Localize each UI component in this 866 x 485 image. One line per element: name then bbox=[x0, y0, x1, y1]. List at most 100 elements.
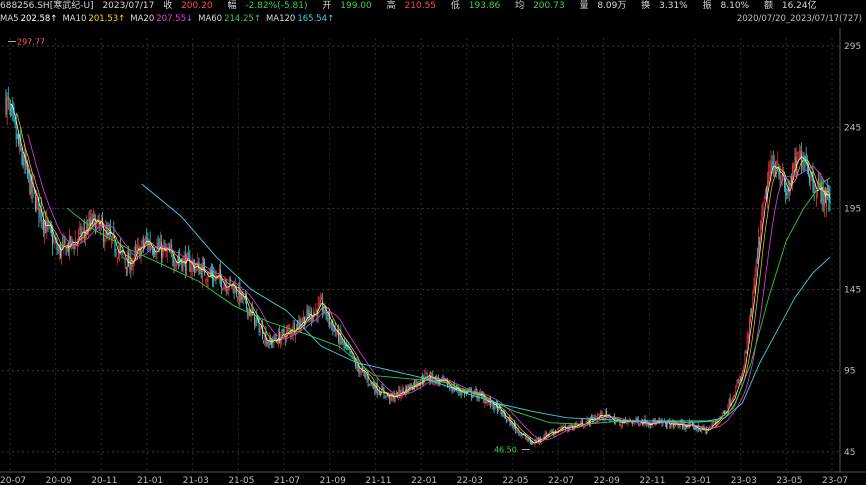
candle-body bbox=[518, 431, 520, 436]
candle-body bbox=[686, 426, 688, 428]
candle bbox=[526, 436, 528, 443]
candle bbox=[392, 391, 394, 403]
candle-body bbox=[33, 188, 35, 192]
candle-body bbox=[621, 422, 623, 427]
candle-body bbox=[763, 200, 765, 203]
candle bbox=[756, 247, 758, 264]
candle-body bbox=[45, 220, 47, 233]
candle bbox=[53, 230, 55, 244]
candle-body bbox=[347, 347, 349, 349]
candle-body bbox=[282, 329, 284, 331]
candle-body bbox=[441, 377, 443, 379]
candle-body bbox=[176, 259, 178, 261]
candle-body bbox=[550, 430, 552, 433]
candle-body bbox=[312, 317, 313, 319]
candle-body bbox=[260, 327, 262, 330]
candle-body bbox=[127, 256, 128, 273]
candle bbox=[203, 256, 204, 272]
candle-body bbox=[113, 230, 115, 236]
candle-body bbox=[246, 295, 248, 308]
candle-body bbox=[509, 416, 511, 426]
candle bbox=[317, 296, 319, 323]
candle-body bbox=[705, 428, 707, 433]
candle bbox=[56, 238, 58, 256]
candle-body bbox=[704, 428, 706, 431]
candle bbox=[29, 172, 31, 195]
candle-body bbox=[314, 311, 316, 316]
candle bbox=[69, 228, 70, 261]
candle-body bbox=[809, 175, 810, 182]
candle-body bbox=[89, 218, 91, 225]
ma20-line bbox=[27, 133, 831, 441]
candle-body bbox=[63, 239, 65, 248]
candle bbox=[784, 171, 786, 192]
candle-body bbox=[334, 325, 336, 332]
ma10-line bbox=[15, 112, 831, 442]
candle-body bbox=[96, 220, 98, 230]
candle-body bbox=[211, 270, 212, 275]
candle bbox=[752, 290, 754, 314]
candle-body bbox=[416, 381, 418, 385]
candle-body bbox=[525, 435, 527, 439]
candle-body bbox=[810, 170, 812, 178]
candle bbox=[722, 410, 724, 414]
candle-body bbox=[811, 172, 813, 174]
candle bbox=[213, 266, 215, 288]
candle-body bbox=[187, 254, 188, 256]
candle bbox=[5, 89, 7, 118]
candle bbox=[259, 323, 261, 336]
candle bbox=[803, 151, 805, 172]
candle-body bbox=[476, 393, 478, 399]
candle bbox=[758, 227, 759, 262]
candle bbox=[133, 245, 135, 267]
candle bbox=[368, 383, 370, 386]
candle-body bbox=[189, 256, 191, 272]
candle-body bbox=[462, 391, 464, 392]
candle-body bbox=[524, 433, 526, 435]
candle-body bbox=[469, 389, 471, 391]
candle-body bbox=[493, 406, 495, 409]
candle-body bbox=[105, 228, 107, 242]
candle-body bbox=[527, 439, 529, 441]
candle bbox=[46, 209, 48, 240]
candle-body bbox=[148, 241, 150, 249]
candle bbox=[533, 441, 535, 445]
candle-body bbox=[360, 369, 362, 374]
candle-body bbox=[517, 429, 519, 431]
candle bbox=[111, 235, 112, 249]
candle bbox=[707, 429, 708, 434]
candle-body bbox=[339, 332, 341, 345]
candle bbox=[129, 248, 131, 274]
candle-body bbox=[432, 374, 434, 383]
candle-body bbox=[139, 247, 141, 259]
candle bbox=[815, 190, 817, 207]
candle bbox=[182, 255, 184, 274]
candle bbox=[745, 349, 747, 355]
candle bbox=[600, 409, 602, 418]
candle-body bbox=[535, 440, 537, 442]
candle bbox=[170, 239, 171, 254]
candle-body bbox=[91, 219, 93, 226]
candle bbox=[829, 185, 831, 212]
candle bbox=[760, 219, 762, 244]
candle-body bbox=[374, 386, 376, 393]
candle-body bbox=[182, 258, 184, 272]
candle-body bbox=[183, 256, 185, 260]
candle bbox=[374, 382, 376, 396]
candle bbox=[507, 417, 509, 423]
candle-body bbox=[745, 351, 747, 353]
candle-body bbox=[214, 276, 216, 280]
candle-body bbox=[341, 341, 343, 344]
candle bbox=[326, 311, 328, 323]
candle-body bbox=[758, 236, 759, 255]
candle bbox=[122, 245, 124, 259]
candle-body bbox=[685, 425, 687, 429]
x-tick-23-01: 23-01 bbox=[685, 476, 711, 485]
turnover-field: 换 3.31% bbox=[641, 1, 688, 11]
candle bbox=[754, 266, 756, 294]
candle bbox=[810, 164, 812, 190]
x-tick-23-07: 23-07 bbox=[822, 476, 848, 485]
candle bbox=[384, 395, 386, 399]
candle bbox=[535, 438, 537, 443]
